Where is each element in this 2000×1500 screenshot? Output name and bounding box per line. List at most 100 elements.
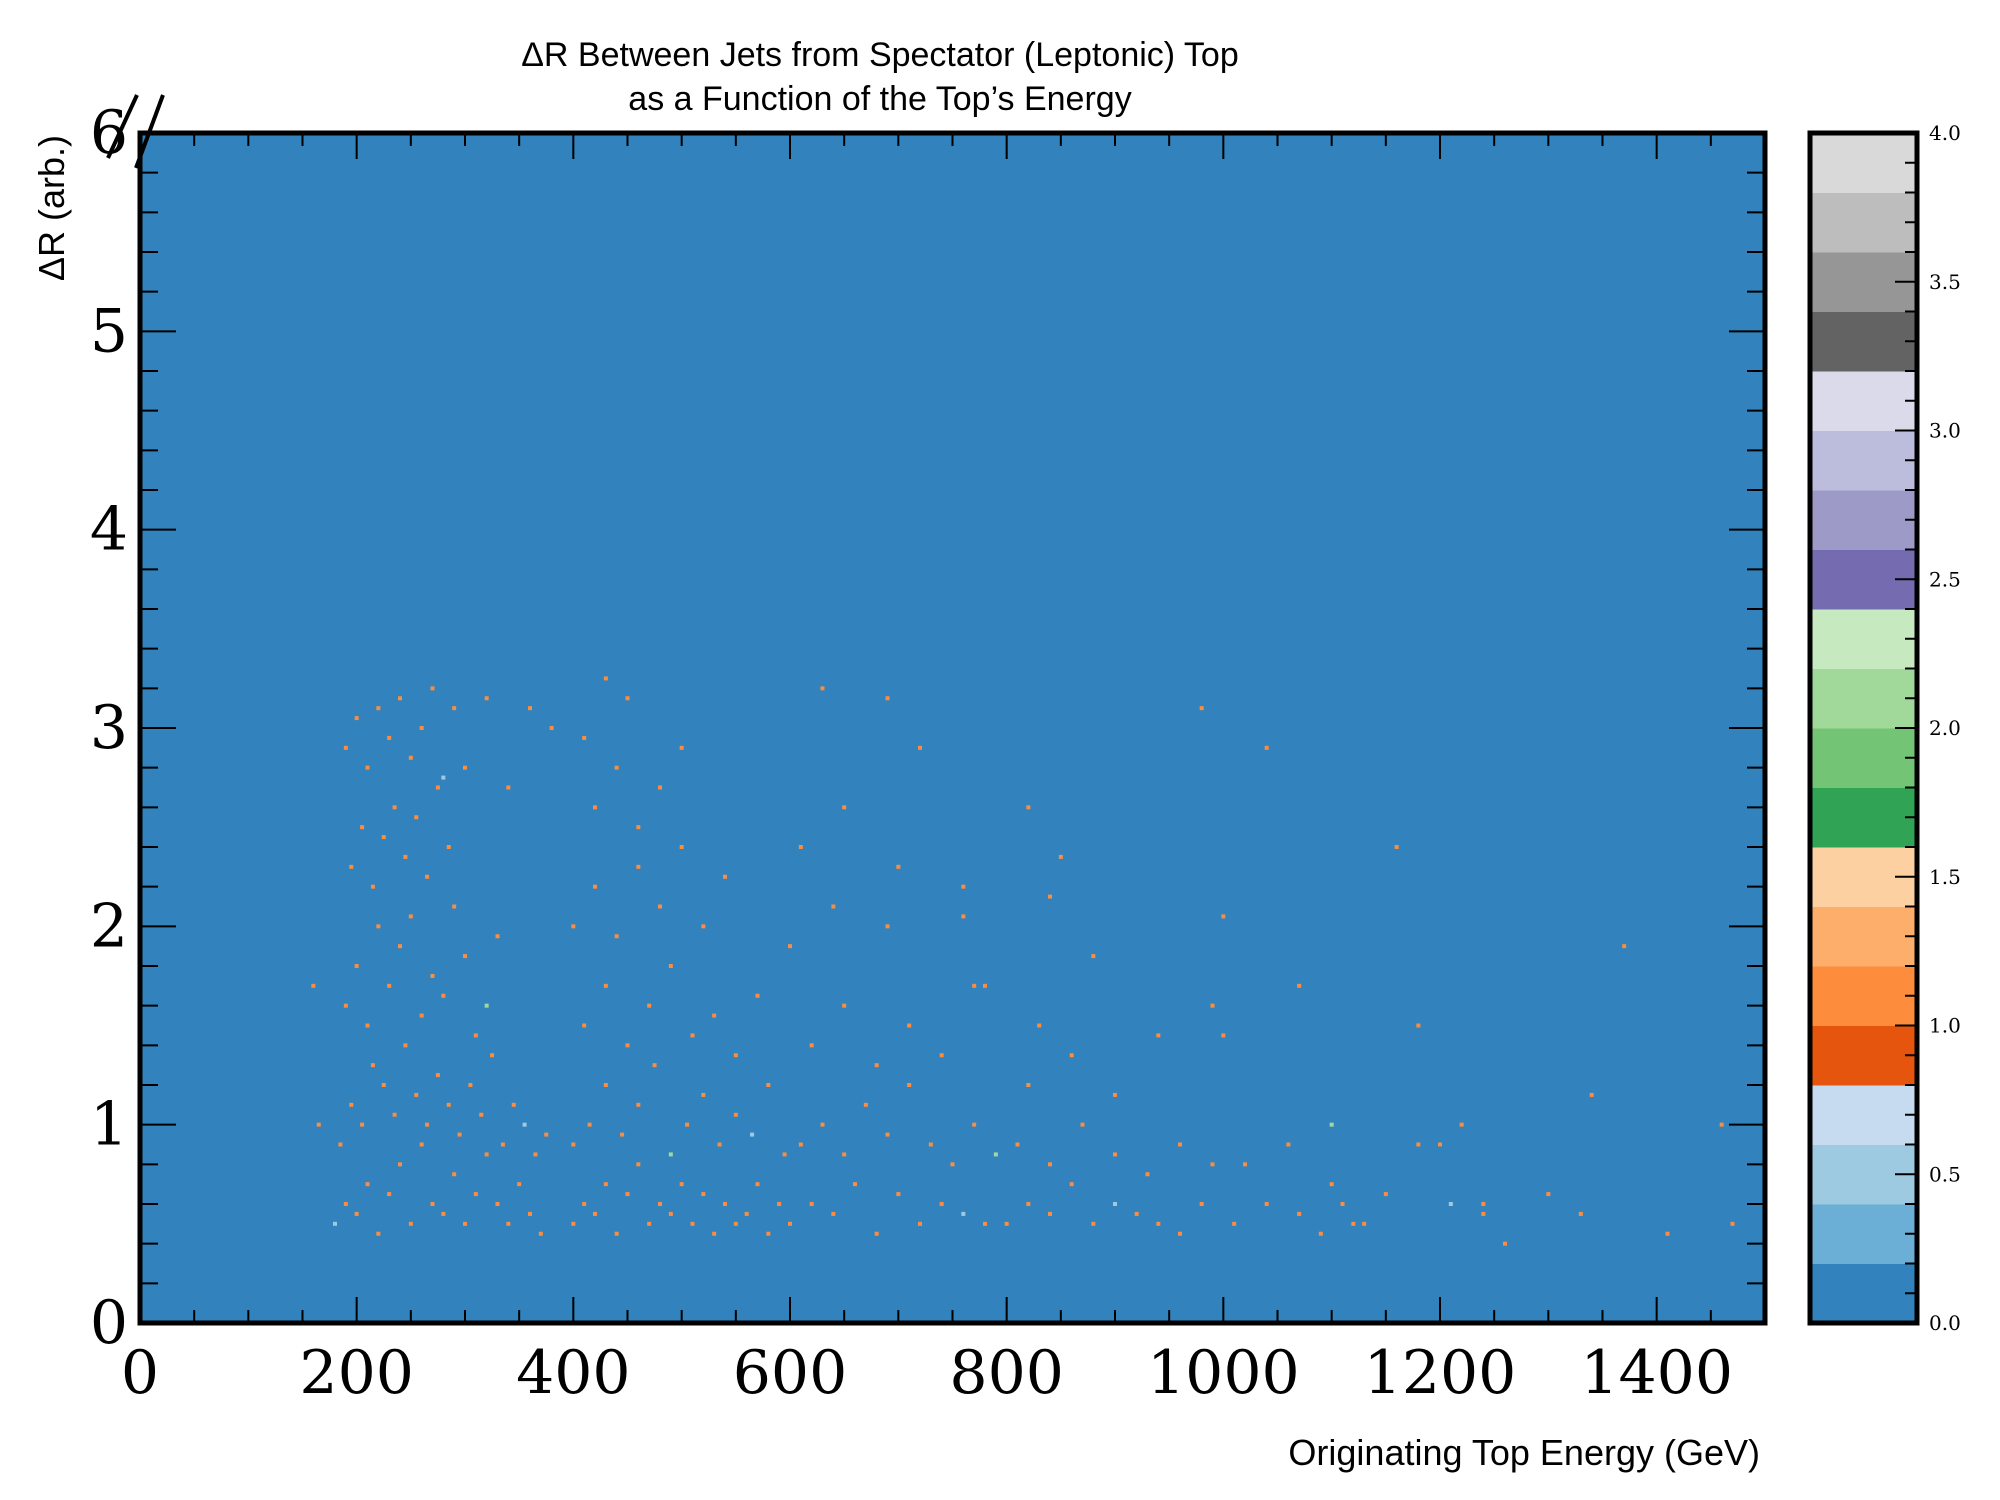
data-point bbox=[533, 1152, 538, 1157]
data-point bbox=[517, 1182, 522, 1187]
data-point bbox=[1264, 1202, 1269, 1206]
data-point bbox=[1210, 1162, 1215, 1167]
data-point bbox=[1351, 1221, 1356, 1226]
data-point bbox=[685, 1122, 690, 1127]
data-point bbox=[1113, 1092, 1117, 1097]
data-point bbox=[723, 1202, 727, 1206]
data-point bbox=[723, 874, 727, 879]
data-point bbox=[1730, 1221, 1735, 1226]
data-point bbox=[907, 1023, 912, 1028]
data-point bbox=[1578, 1211, 1583, 1216]
chart-title-line-2: as a Function of the Top’s Energy bbox=[628, 80, 1131, 118]
data-point bbox=[750, 1132, 755, 1137]
data-point bbox=[885, 696, 890, 701]
data-point bbox=[896, 1192, 901, 1197]
data-point bbox=[398, 696, 402, 701]
data-point bbox=[983, 1221, 987, 1226]
data-point bbox=[701, 1092, 706, 1097]
data-point bbox=[712, 1231, 717, 1236]
data-point bbox=[414, 815, 419, 820]
data-point bbox=[495, 1202, 500, 1206]
data-point bbox=[679, 845, 684, 849]
data-point bbox=[333, 1221, 337, 1226]
data-point bbox=[343, 745, 348, 750]
data-point bbox=[1199, 1202, 1204, 1206]
colorbar-tick-label: 4.0 bbox=[1929, 121, 1961, 145]
data-point bbox=[1004, 1221, 1009, 1226]
data-point bbox=[370, 1063, 375, 1068]
colorbar-tick-label: 1.0 bbox=[1929, 1014, 1961, 1038]
data-point bbox=[658, 904, 662, 909]
data-point bbox=[419, 1013, 424, 1018]
data-point bbox=[311, 983, 316, 988]
colorbar-tick-label: 0.5 bbox=[1929, 1162, 1961, 1186]
data-point bbox=[939, 1053, 944, 1058]
data-point bbox=[463, 1221, 467, 1226]
data-point bbox=[1416, 1142, 1421, 1147]
data-point bbox=[1221, 914, 1226, 919]
x-axis-label: Originating Top Energy (GeV) bbox=[1288, 1432, 1760, 1473]
data-point bbox=[528, 706, 532, 711]
y-tick-label: 5 bbox=[90, 296, 128, 366]
data-point bbox=[354, 716, 359, 721]
data-point bbox=[484, 696, 489, 701]
data-point bbox=[441, 1211, 446, 1216]
data-point bbox=[603, 1182, 608, 1187]
data-point bbox=[782, 1152, 787, 1157]
data-point bbox=[1069, 1053, 1074, 1058]
data-point bbox=[473, 1192, 478, 1197]
data-point bbox=[788, 1221, 792, 1226]
data-point bbox=[354, 964, 359, 968]
data-point bbox=[544, 1132, 549, 1137]
data-point bbox=[425, 874, 430, 879]
data-point bbox=[582, 735, 587, 740]
data-point bbox=[1362, 1221, 1367, 1226]
data-point bbox=[419, 726, 424, 730]
data-point bbox=[1286, 1142, 1291, 1147]
data-point bbox=[414, 1092, 419, 1097]
x-tick-label: 1400 bbox=[1580, 1338, 1733, 1408]
data-point bbox=[381, 1083, 386, 1087]
colorbar bbox=[1810, 133, 1917, 1324]
data-point bbox=[500, 1142, 505, 1147]
data-point bbox=[1589, 1092, 1594, 1097]
data-point bbox=[1232, 1221, 1237, 1226]
data-point bbox=[1113, 1202, 1117, 1206]
data-point bbox=[625, 1043, 630, 1048]
data-point bbox=[365, 1182, 370, 1187]
colorbar-ticks: 0.0 0.5 1.0 1.5 2.0 2.5 3.0 3.5 4.0 bbox=[1895, 121, 1961, 1335]
data-point bbox=[658, 1202, 662, 1206]
data-point bbox=[1091, 1221, 1096, 1226]
data-point bbox=[452, 904, 457, 909]
data-point bbox=[853, 1182, 857, 1187]
data-point bbox=[1058, 854, 1063, 859]
data-point bbox=[755, 993, 760, 998]
data-point bbox=[636, 1102, 641, 1107]
data-point bbox=[701, 1192, 706, 1197]
data-point bbox=[679, 745, 684, 750]
data-point bbox=[679, 1182, 684, 1187]
data-point bbox=[896, 864, 901, 869]
data-point bbox=[463, 765, 467, 770]
data-point bbox=[831, 904, 836, 909]
data-point bbox=[582, 1202, 587, 1206]
data-point bbox=[457, 1132, 462, 1137]
colorbar-segment bbox=[1810, 609, 1917, 669]
data-point bbox=[1145, 1172, 1150, 1177]
data-point bbox=[717, 1142, 722, 1147]
data-point bbox=[338, 1142, 343, 1147]
colorbar-tick-label: 2.0 bbox=[1929, 716, 1961, 740]
y-tick-label: 2 bbox=[90, 891, 128, 961]
data-point bbox=[490, 1053, 495, 1058]
data-point bbox=[712, 1013, 717, 1018]
data-point bbox=[376, 1231, 381, 1236]
data-point bbox=[538, 1231, 543, 1236]
data-point bbox=[636, 1162, 641, 1167]
data-point bbox=[343, 1003, 348, 1008]
data-point bbox=[625, 696, 630, 701]
data-point bbox=[972, 983, 977, 988]
data-point bbox=[1178, 1142, 1182, 1147]
data-point bbox=[495, 934, 500, 939]
data-point bbox=[603, 676, 608, 681]
